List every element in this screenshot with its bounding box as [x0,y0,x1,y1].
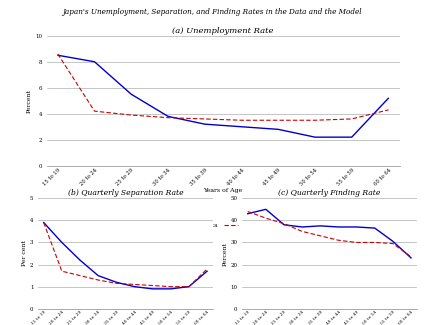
Data [312,135,317,139]
Model [264,216,269,220]
Data [92,60,97,64]
Data [132,285,137,289]
Model [114,281,119,285]
Model [202,117,207,121]
Data [114,280,119,284]
Model [55,52,60,56]
Data [336,225,341,229]
Model [168,285,173,289]
Model [281,222,286,226]
Model [354,240,359,244]
Line: Data: Data [44,223,207,289]
Data [77,258,82,262]
Model [386,108,391,112]
Data [300,225,305,229]
Title: (a) Unemployment Rate: (a) Unemployment Rate [173,27,274,35]
Model [245,210,250,214]
Model [276,118,281,122]
Data [165,114,170,118]
Data [150,287,155,291]
Y-axis label: Percent: Percent [27,89,32,113]
Data [386,96,391,100]
Data [41,221,46,225]
Data [129,92,134,96]
Model [336,238,341,242]
Data [202,122,207,126]
Text: Japan's Unemployment, Separation, and Finding Rates in the Data and the Model: Japan's Unemployment, Separation, and Fi… [63,8,362,16]
Model [165,116,170,120]
Model [349,117,354,121]
Y-axis label: Per cent: Per cent [22,240,27,266]
Data [186,285,191,289]
Model [186,285,191,289]
Model [150,284,155,288]
Model [204,267,210,271]
Data [318,224,323,228]
Model [96,278,101,282]
Data [55,53,60,57]
Line: Data: Data [248,209,411,258]
Data [204,269,210,273]
Data [390,240,395,243]
Title: (b) Quarterly Separation Rate: (b) Quarterly Separation Rate [68,189,183,198]
Data [60,240,65,244]
Model [129,113,134,117]
Line: Model: Model [44,223,207,287]
Title: (c) Quarterly Finding Rate: (c) Quarterly Finding Rate [278,189,380,198]
Data [372,226,377,230]
Data [276,127,281,131]
Line: Model: Model [248,212,411,257]
Line: Model: Model [58,54,388,120]
Y-axis label: Percent: Percent [223,241,228,266]
Model [60,269,65,273]
Data [168,287,173,291]
Model [77,274,82,278]
Model [41,221,46,225]
Data [354,225,359,229]
X-axis label: Years of Age: Years of Age [204,188,243,193]
Model [92,109,97,113]
Model [239,118,244,122]
Legend: Data, Model: Data, Model [184,221,262,230]
Data [349,135,354,139]
Model [408,255,414,259]
Data [96,274,101,278]
Model [300,229,305,233]
Model [312,118,317,122]
Data [281,223,286,227]
Data [239,125,244,129]
Data [408,256,414,260]
Model [390,241,395,245]
Line: Data: Data [58,55,388,137]
Data [264,207,269,211]
Model [372,240,377,244]
Model [132,282,137,286]
Model [318,234,323,238]
Data [245,212,250,216]
